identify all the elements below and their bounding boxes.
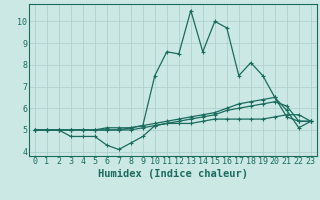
X-axis label: Humidex (Indice chaleur): Humidex (Indice chaleur) [98, 169, 248, 179]
